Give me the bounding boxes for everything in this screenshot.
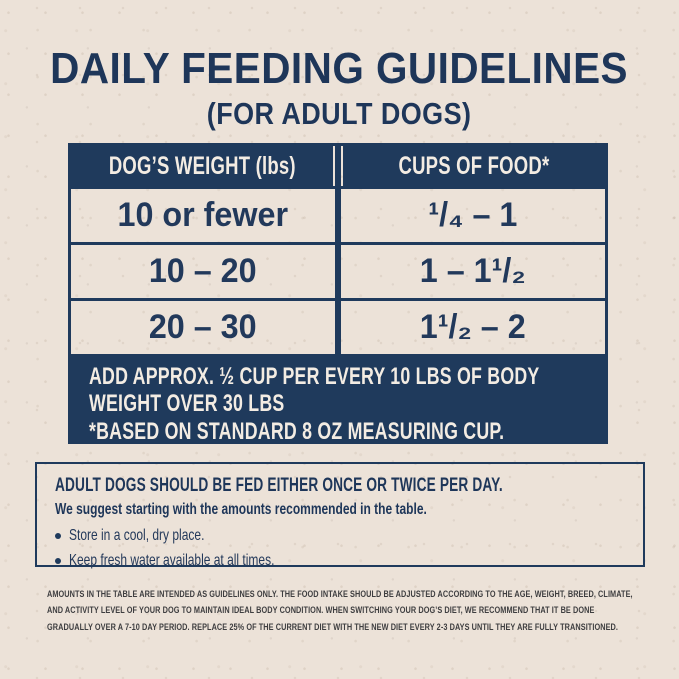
footnote-line-1: ADD APPROX. ½ CUP PER EVERY 10 LBS OF BO… <box>89 363 540 418</box>
cell-weight: 20 – 30 <box>71 301 335 354</box>
header-cell-cups: CUPS OF FOOD* <box>343 146 605 186</box>
bullet-text: Keep fresh water available at all times. <box>69 552 275 569</box>
row-separator <box>71 186 605 189</box>
cups-value: 1¹/₂ – 2 <box>420 308 526 346</box>
cell-cups: ¹/₄ – 1 <box>341 189 605 242</box>
table-footnote: ADD APPROX. ½ CUP PER EVERY 10 LBS OF BO… <box>89 363 592 445</box>
note-bullet-list: Store in a cool, dry place. Keep fresh w… <box>55 527 643 570</box>
feeding-table: DOG’S WEIGHT (lbs) CUPS OF FOOD* 10 or f… <box>68 143 608 445</box>
table-row: 10 or fewer ¹/₄ – 1 <box>71 189 605 242</box>
table-row: 10 – 20 1 – 1¹/₂ <box>71 245 605 298</box>
header-label-weight: DOG’S WEIGHT (lbs) <box>108 151 296 180</box>
cell-weight: 10 or fewer <box>71 189 335 242</box>
fine-print-line: AMOUNTS IN THE TABLE ARE INTENDED AS GUI… <box>47 589 633 600</box>
fine-print-line: AND ACTIVITY LEVEL OF YOUR DOG TO MAINTA… <box>47 605 595 617</box>
weight-value: 20 – 30 <box>149 308 257 346</box>
page-title: DAILY FEEDING GUIDELINES <box>50 44 629 93</box>
page-subtitle: (FOR ADULT DOGS) <box>207 96 472 131</box>
footnote-line-2: *BASED ON STANDARD 8 OZ MEASURING CUP. <box>89 418 505 446</box>
header-cell-weight: DOG’S WEIGHT (lbs) <box>71 146 333 186</box>
fine-print: AMOUNTS IN THE TABLE ARE INTENDED AS GUI… <box>47 587 648 636</box>
bullet-dot-icon <box>55 533 61 539</box>
feeding-note-box: ADULT DOGS SHOULD BE FED EITHER ONCE OR … <box>35 462 645 570</box>
bullet-text: Store in a cool, dry place. <box>69 527 205 544</box>
table-row: 20 – 30 1¹/₂ – 2 <box>71 301 605 354</box>
table-column-divider <box>335 146 341 354</box>
cups-value: ¹/₄ – 1 <box>428 196 518 234</box>
cell-weight: 10 – 20 <box>71 245 335 298</box>
table-header-row: DOG’S WEIGHT (lbs) CUPS OF FOOD* <box>71 146 605 186</box>
header-label-cups: CUPS OF FOOD* <box>398 151 550 180</box>
cell-cups: 1¹/₂ – 2 <box>341 301 605 354</box>
row-separator <box>71 298 605 301</box>
page-subtitle-wrap: (FOR ADULT DOGS) <box>0 96 679 132</box>
table-footnote-band: ADD APPROX. ½ CUP PER EVERY 10 LBS OF BO… <box>71 357 605 445</box>
row-separator <box>71 242 605 245</box>
note-bullet: Store in a cool, dry place. <box>55 527 643 545</box>
bullet-dot-icon <box>55 558 61 564</box>
cell-cups: 1 – 1¹/₂ <box>341 245 605 298</box>
weight-value: 10 – 20 <box>149 252 257 290</box>
row-separator <box>71 354 605 357</box>
cups-value: 1 – 1¹/₂ <box>420 252 526 290</box>
weight-value: 10 or fewer <box>117 196 289 234</box>
page-title-wrap: DAILY FEEDING GUIDELINES <box>0 44 679 94</box>
note-bullet: Keep fresh water available at all times. <box>55 552 643 570</box>
note-heading: ADULT DOGS SHOULD BE FED EITHER ONCE OR … <box>55 475 503 496</box>
note-subheading: We suggest starting with the amounts rec… <box>55 501 427 518</box>
fine-print-line: GRADUALLY OVER A 7-10 DAY PERIOD. REPLAC… <box>47 621 619 633</box>
